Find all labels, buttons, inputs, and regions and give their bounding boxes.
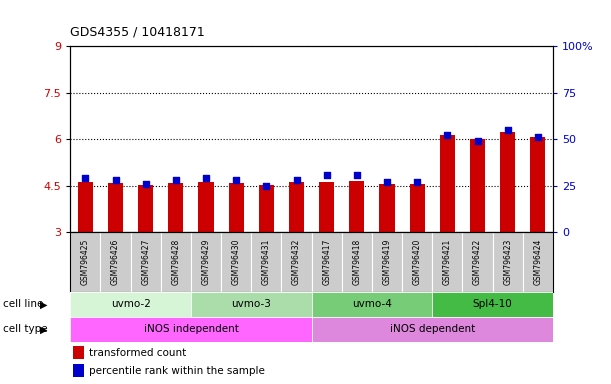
Bar <box>259 185 274 232</box>
Bar <box>342 232 372 292</box>
Bar <box>221 232 251 292</box>
Bar <box>70 232 100 292</box>
Bar <box>191 292 312 317</box>
Bar <box>319 182 334 232</box>
Text: percentile rank within the sample: percentile rank within the sample <box>89 366 265 376</box>
Bar <box>312 292 433 317</box>
Text: GSM796423: GSM796423 <box>503 239 512 285</box>
Text: uvmo-4: uvmo-4 <box>352 299 392 310</box>
Point <box>503 127 513 133</box>
Point <box>352 172 362 178</box>
Bar <box>433 232 463 292</box>
Point <box>442 132 452 139</box>
Bar <box>349 181 364 232</box>
Bar <box>131 232 161 292</box>
Text: GSM796432: GSM796432 <box>292 239 301 285</box>
Text: GSM796419: GSM796419 <box>382 239 392 285</box>
Text: GSM796418: GSM796418 <box>353 239 361 285</box>
Text: ▶: ▶ <box>40 299 48 310</box>
Text: GSM796420: GSM796420 <box>412 239 422 285</box>
Point <box>141 181 150 187</box>
Bar <box>73 364 84 377</box>
Point <box>171 177 181 183</box>
Bar <box>470 139 485 232</box>
Bar <box>251 232 282 292</box>
Text: GSM796422: GSM796422 <box>473 239 482 285</box>
Bar <box>433 292 553 317</box>
Bar <box>199 182 214 232</box>
Point <box>111 177 120 183</box>
Point <box>473 138 483 144</box>
Point <box>412 179 422 185</box>
Bar <box>168 183 183 232</box>
Point <box>533 134 543 141</box>
Text: GSM796430: GSM796430 <box>232 239 241 285</box>
Text: GSM796431: GSM796431 <box>262 239 271 285</box>
Bar <box>191 232 221 292</box>
Bar <box>78 182 93 232</box>
Bar <box>70 292 191 317</box>
Bar <box>379 184 395 232</box>
Point <box>232 177 241 183</box>
Text: GSM796425: GSM796425 <box>81 239 90 285</box>
Bar <box>312 317 553 342</box>
Bar <box>312 232 342 292</box>
Bar <box>440 136 455 232</box>
Text: transformed count: transformed count <box>89 348 186 358</box>
Point <box>201 175 211 181</box>
Text: iNOS dependent: iNOS dependent <box>390 324 475 334</box>
Text: GSM796417: GSM796417 <box>322 239 331 285</box>
Bar <box>282 232 312 292</box>
Text: GSM796426: GSM796426 <box>111 239 120 285</box>
Text: iNOS independent: iNOS independent <box>144 324 238 334</box>
Bar <box>372 232 402 292</box>
Bar <box>492 232 523 292</box>
Text: GDS4355 / 10418171: GDS4355 / 10418171 <box>70 25 205 38</box>
Bar <box>70 317 312 342</box>
Bar <box>523 232 553 292</box>
Bar <box>409 184 425 232</box>
Point <box>81 175 90 181</box>
Bar <box>229 183 244 232</box>
Bar <box>100 232 131 292</box>
Text: cell type: cell type <box>3 324 48 334</box>
Text: GSM796421: GSM796421 <box>443 239 452 285</box>
Point <box>382 179 392 185</box>
Bar <box>73 346 84 359</box>
Bar <box>289 182 304 232</box>
Bar <box>463 232 492 292</box>
Bar <box>500 132 515 232</box>
Bar <box>138 185 153 232</box>
Point <box>262 183 271 189</box>
Text: uvmo-3: uvmo-3 <box>232 299 271 310</box>
Text: Spl4-10: Spl4-10 <box>473 299 513 310</box>
Point <box>291 177 301 183</box>
Text: uvmo-2: uvmo-2 <box>111 299 150 310</box>
Point <box>322 172 332 178</box>
Bar <box>161 232 191 292</box>
Bar <box>530 137 546 232</box>
Text: GSM796428: GSM796428 <box>171 239 180 285</box>
Text: GSM796429: GSM796429 <box>202 239 211 285</box>
Bar <box>402 232 433 292</box>
Bar <box>108 183 123 232</box>
Text: GSM796427: GSM796427 <box>141 239 150 285</box>
Text: cell line: cell line <box>3 299 43 310</box>
Text: GSM796424: GSM796424 <box>533 239 543 285</box>
Text: ▶: ▶ <box>40 324 48 334</box>
